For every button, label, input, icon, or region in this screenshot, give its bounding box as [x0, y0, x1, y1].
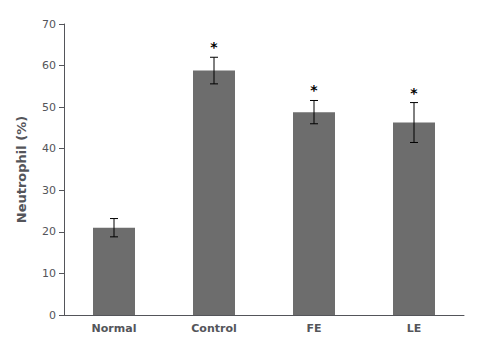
svg-text:Normal: Normal: [92, 322, 137, 335]
svg-text:Neutrophil (%): Neutrophil (%): [14, 116, 29, 223]
svg-text:*: *: [410, 85, 418, 101]
svg-text:30: 30: [42, 184, 56, 197]
svg-text:*: *: [210, 39, 218, 55]
svg-text:FE: FE: [306, 322, 321, 335]
svg-text:20: 20: [42, 225, 56, 238]
svg-text:0: 0: [49, 309, 56, 322]
svg-text:50: 50: [42, 101, 56, 114]
svg-text:60: 60: [42, 59, 56, 72]
svg-text:*: *: [310, 82, 318, 98]
svg-text:40: 40: [42, 142, 56, 155]
svg-text:10: 10: [42, 267, 56, 280]
svg-text:LE: LE: [407, 322, 422, 335]
svg-text:70: 70: [42, 18, 56, 31]
svg-text:Control: Control: [191, 322, 236, 335]
